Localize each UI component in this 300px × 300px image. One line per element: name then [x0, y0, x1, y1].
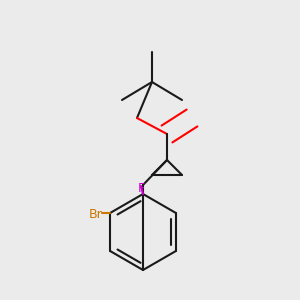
- Text: F: F: [137, 182, 145, 195]
- Text: Br: Br: [88, 208, 102, 221]
